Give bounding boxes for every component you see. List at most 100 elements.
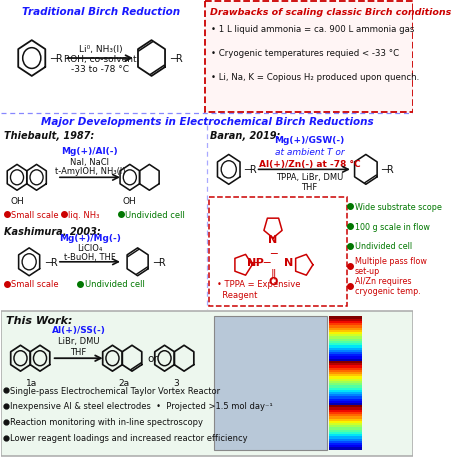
- Text: O: O: [268, 276, 278, 286]
- Text: THF: THF: [301, 183, 318, 192]
- Text: Kashimura, 2003:: Kashimura, 2003:: [4, 227, 101, 236]
- Text: Single-pass Electrochemical Taylor Vortex Reactor: Single-pass Electrochemical Taylor Vorte…: [10, 386, 220, 395]
- Text: Wide substrate scope: Wide substrate scope: [355, 202, 441, 211]
- FancyBboxPatch shape: [329, 324, 363, 326]
- Text: OH: OH: [10, 197, 24, 206]
- FancyBboxPatch shape: [329, 317, 363, 319]
- Text: • Cryogenic temperatures requied < -33 °C: • Cryogenic temperatures requied < -33 °…: [210, 49, 399, 58]
- FancyBboxPatch shape: [329, 414, 363, 417]
- FancyBboxPatch shape: [329, 350, 363, 353]
- Text: ─R: ─R: [45, 257, 57, 267]
- FancyBboxPatch shape: [329, 361, 363, 364]
- Text: ─: ─: [270, 247, 276, 257]
- FancyBboxPatch shape: [329, 354, 363, 357]
- Text: ─R: ─R: [245, 165, 257, 175]
- FancyBboxPatch shape: [329, 379, 363, 381]
- FancyBboxPatch shape: [329, 403, 363, 406]
- FancyBboxPatch shape: [205, 2, 413, 112]
- Text: ─P─: ─P─: [249, 257, 271, 267]
- FancyBboxPatch shape: [214, 317, 327, 450]
- FancyBboxPatch shape: [329, 434, 363, 437]
- FancyBboxPatch shape: [329, 321, 363, 324]
- FancyBboxPatch shape: [329, 335, 363, 337]
- Text: NaI, NaCl: NaI, NaCl: [71, 158, 109, 167]
- Text: Al/Zn requires
cryogenic temp.: Al/Zn requires cryogenic temp.: [355, 276, 420, 296]
- FancyBboxPatch shape: [329, 443, 363, 446]
- Text: • TPPA = Expensive
  Reagent: • TPPA = Expensive Reagent: [218, 280, 301, 299]
- Text: OH: OH: [123, 197, 137, 206]
- FancyBboxPatch shape: [329, 405, 363, 408]
- FancyBboxPatch shape: [329, 319, 363, 322]
- FancyBboxPatch shape: [329, 332, 363, 335]
- Text: ‖: ‖: [270, 268, 276, 278]
- Text: LiBr, DMU: LiBr, DMU: [58, 336, 100, 346]
- Text: t-AmylOH, NH₃(l): t-AmylOH, NH₃(l): [55, 167, 125, 176]
- Text: 2a: 2a: [118, 378, 129, 387]
- Text: ROH, co-solvent: ROH, co-solvent: [64, 55, 137, 64]
- FancyBboxPatch shape: [329, 383, 363, 386]
- FancyBboxPatch shape: [329, 372, 363, 375]
- FancyBboxPatch shape: [329, 357, 363, 359]
- FancyBboxPatch shape: [329, 363, 363, 366]
- Text: Baran, 2019:: Baran, 2019:: [210, 130, 280, 140]
- Text: 1a: 1a: [26, 378, 37, 387]
- Text: Traditional Birch Reduction: Traditional Birch Reduction: [22, 7, 180, 17]
- FancyBboxPatch shape: [1, 5, 203, 111]
- FancyBboxPatch shape: [329, 394, 363, 397]
- FancyBboxPatch shape: [329, 328, 363, 330]
- Text: Lower reagent loadings and increased reactor efficiency: Lower reagent loadings and increased rea…: [10, 433, 248, 442]
- Text: Major Developments in Electrochemical Birch Reductions: Major Developments in Electrochemical Bi…: [41, 117, 374, 126]
- FancyBboxPatch shape: [329, 432, 363, 435]
- Text: Small scale: Small scale: [11, 210, 59, 219]
- FancyBboxPatch shape: [329, 386, 363, 388]
- Text: ─R: ─R: [170, 54, 182, 64]
- FancyBboxPatch shape: [329, 445, 363, 448]
- Text: Mg(+)/Mg(-): Mg(+)/Mg(-): [59, 234, 121, 242]
- Text: This Work:: This Work:: [6, 316, 72, 326]
- Text: Drawbacks of scaling classic Birch conditions: Drawbacks of scaling classic Birch condi…: [210, 8, 451, 17]
- FancyBboxPatch shape: [329, 399, 363, 402]
- Text: Thiebault, 1987:: Thiebault, 1987:: [4, 130, 94, 140]
- Text: ─R: ─R: [153, 257, 166, 267]
- FancyBboxPatch shape: [329, 448, 363, 450]
- Text: t-BuOH, THF: t-BuOH, THF: [64, 252, 116, 261]
- Text: N: N: [284, 257, 293, 267]
- FancyBboxPatch shape: [329, 397, 363, 399]
- FancyBboxPatch shape: [1, 311, 413, 456]
- FancyBboxPatch shape: [329, 337, 363, 339]
- FancyBboxPatch shape: [329, 376, 363, 379]
- Text: TPPA, LiBr, DMU: TPPA, LiBr, DMU: [276, 173, 343, 182]
- Text: ─R: ─R: [382, 165, 394, 175]
- Text: Small scale: Small scale: [11, 280, 59, 289]
- Text: ─R: ─R: [50, 54, 63, 64]
- FancyBboxPatch shape: [329, 370, 363, 373]
- Text: Mg(+)/Al(-): Mg(+)/Al(-): [62, 147, 118, 156]
- FancyBboxPatch shape: [329, 427, 363, 430]
- FancyBboxPatch shape: [329, 430, 363, 432]
- Text: at ambient T or: at ambient T or: [274, 148, 344, 157]
- FancyBboxPatch shape: [329, 410, 363, 413]
- FancyBboxPatch shape: [329, 348, 363, 351]
- Text: 3: 3: [173, 378, 179, 387]
- Text: N: N: [268, 235, 278, 244]
- FancyBboxPatch shape: [329, 341, 363, 344]
- Text: Reaction monitoring with in-line spectroscopy: Reaction monitoring with in-line spectro…: [10, 417, 203, 426]
- Text: or: or: [148, 353, 159, 364]
- FancyBboxPatch shape: [329, 421, 363, 424]
- FancyBboxPatch shape: [329, 416, 363, 419]
- Text: • Li, Na, K = Copious H₂ produced upon quench.: • Li, Na, K = Copious H₂ produced upon q…: [210, 73, 419, 82]
- Text: Undivided cell: Undivided cell: [126, 210, 185, 219]
- FancyBboxPatch shape: [329, 441, 363, 443]
- FancyBboxPatch shape: [209, 198, 347, 306]
- FancyBboxPatch shape: [329, 381, 363, 384]
- FancyBboxPatch shape: [329, 352, 363, 355]
- FancyBboxPatch shape: [329, 408, 363, 410]
- Text: Undivided cell: Undivided cell: [355, 242, 412, 251]
- Text: • 1 L liquid ammonia = ca. 900 L ammonia gas: • 1 L liquid ammonia = ca. 900 L ammonia…: [210, 25, 414, 34]
- FancyBboxPatch shape: [329, 439, 363, 441]
- FancyBboxPatch shape: [329, 375, 363, 377]
- FancyBboxPatch shape: [329, 423, 363, 426]
- Text: Undivided cell: Undivided cell: [85, 280, 145, 289]
- FancyBboxPatch shape: [329, 388, 363, 390]
- Text: -33 to -78 °C: -33 to -78 °C: [71, 65, 129, 74]
